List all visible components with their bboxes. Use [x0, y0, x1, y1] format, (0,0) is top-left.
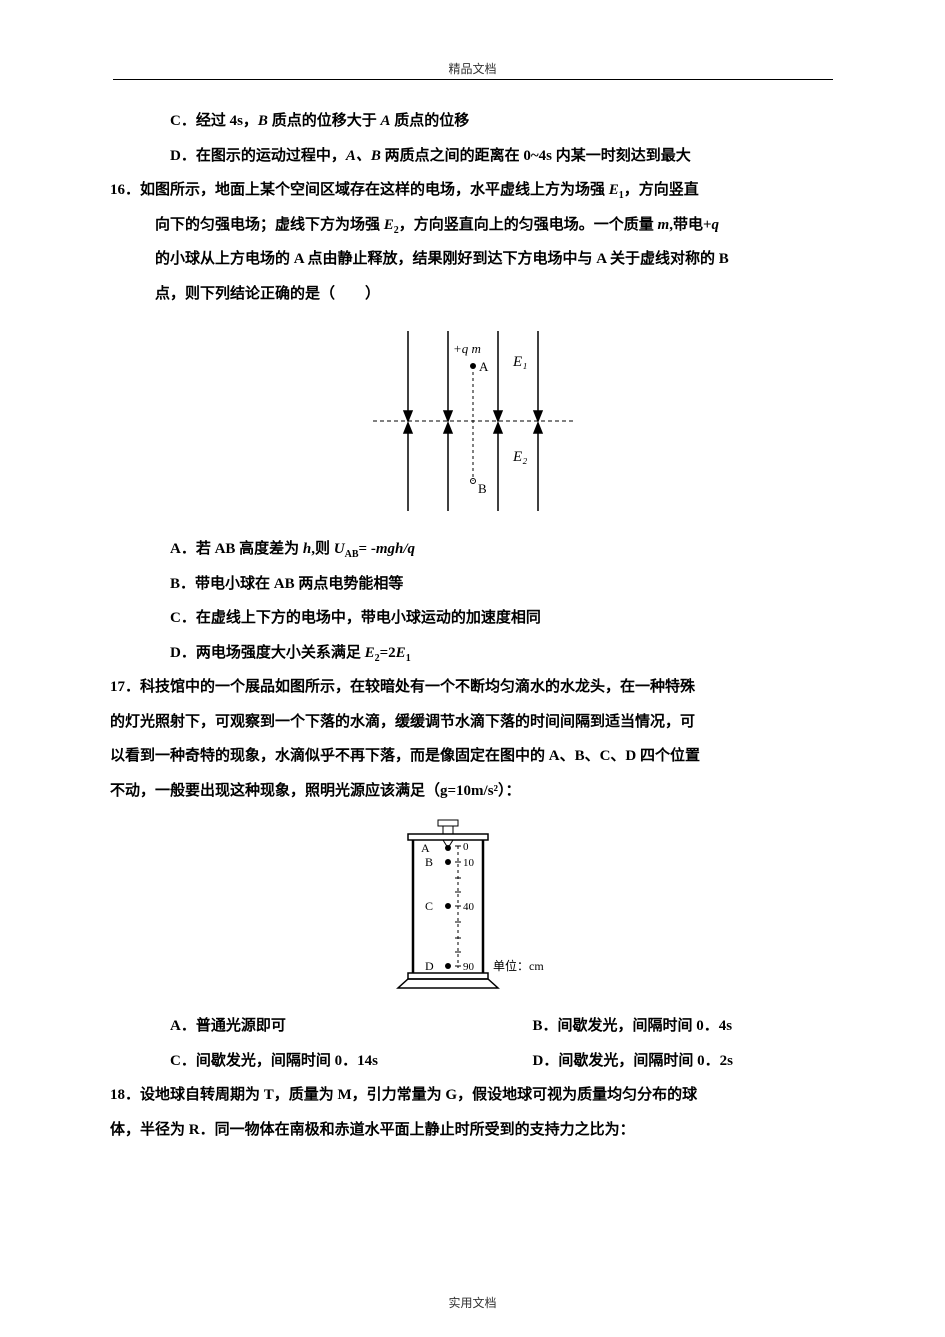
fig-label-e1: E₁ — [512, 354, 527, 370]
q16-line4: 点，则下列结论正确的是（ ） — [110, 277, 835, 312]
header: 精品文档 — [113, 60, 833, 80]
q17-line2: 的灯光照射下，可观察到一个下落的水滴，缓缓调节水滴下落的时间间隔到适当情况，可 — [110, 705, 835, 740]
mgh: mgh/q — [376, 541, 415, 557]
q17-option-d: D．间歇发光，间隔时间 0．2s — [533, 1044, 896, 1079]
q17-option-b: B．间歇发光，间隔时间 0．4s — [533, 1009, 896, 1044]
q17-option-c: C．间歇发光，间隔时间 0．14s — [110, 1044, 533, 1079]
q16-line2: 向下的匀强电场；虚线下方为场强 E2，方向竖直向上的匀强电场。一个质量 m,带电… — [110, 208, 835, 243]
m: m — [658, 217, 670, 233]
footer: 实用文档 — [0, 1294, 945, 1311]
tick-90: 90 — [463, 961, 475, 973]
q17-svg: 0 10 40 90 A B C D 单位：cm — [363, 818, 583, 998]
text: ，方向竖直 — [624, 182, 699, 198]
q: q — [712, 217, 720, 233]
e2b: E — [365, 645, 375, 661]
label-b: B — [258, 113, 268, 129]
text: 如图所示，地面上某个空间区域存在这样的电场，水平虚线上方为场强 — [140, 182, 609, 198]
qnum: 17． — [110, 679, 140, 695]
q17-line4: 不动，一般要出现这种现象，照明光源应该满足（g=10m/s²）： — [110, 774, 835, 809]
e1b: E — [396, 645, 406, 661]
q16-figure: +q m A B E₁ E₂ — [110, 321, 835, 526]
text: ,则 — [311, 541, 334, 557]
e1bs: 1 — [406, 653, 411, 664]
q17-figure: 0 10 40 90 A B C D 单位：cm — [110, 818, 835, 1003]
qnum: 16． — [110, 182, 140, 198]
q16-option-b: B．带电小球在 AB 两点电势能相等 — [110, 567, 835, 602]
q15-option-c: C．经过 4s，B 质点的位移大于 A 质点的位移 — [110, 104, 835, 139]
fig-label-e2: E₂ — [512, 449, 527, 465]
e2: E — [384, 217, 394, 233]
text: C．经过 4s， — [170, 113, 258, 129]
fig-label-a: A — [479, 359, 489, 374]
letter-b: B — [425, 855, 433, 869]
q17-options-row2: C．间歇发光，间隔时间 0．14s D．间歇发光，间隔时间 0．2s — [110, 1044, 835, 1079]
q16-option-a: A．若 AB 高度差为 h,则 UAB= -mgh/q — [110, 532, 835, 567]
h: h — [303, 541, 311, 557]
q17-options-row1: A．普通光源即可 B．间歇发光，间隔时间 0．4s — [110, 1009, 835, 1044]
letter-c: C — [425, 899, 433, 913]
tick-0: 0 — [463, 841, 469, 853]
text: A．若 AB 高度差为 — [170, 541, 303, 557]
e1: E — [609, 182, 619, 198]
q16-svg: +q m A B E₁ E₂ — [368, 321, 578, 521]
text: 向下的匀强电场；虚线下方为场强 — [155, 217, 384, 233]
text: 设地球自转周期为 T，质量为 M，引力常量为 G，假设地球可视为质量均匀分布的球 — [140, 1087, 697, 1103]
q16-line3: 的小球从上方电场的 A 点由静止释放，结果刚好到达下方电场中与 A 关于虚线对称… — [110, 242, 835, 277]
tick-10: 10 — [463, 857, 475, 869]
text: D．在图示的运动过程中， — [170, 148, 346, 164]
u: U — [334, 541, 345, 557]
u-sub: AB — [345, 549, 359, 560]
qnum: 18． — [110, 1087, 140, 1103]
q16-line1: 16．如图所示，地面上某个空间区域存在这样的电场，水平虚线上方为场强 E1，方向… — [110, 173, 835, 208]
q18-line1: 18．设地球自转周期为 T，质量为 M，引力常量为 G，假设地球可视为质量均匀分… — [110, 1078, 835, 1113]
text: 质点的位移 — [390, 113, 469, 129]
q15-option-d: D．在图示的运动过程中，A、B 两质点之间的距离在 0~4s 内某一时刻达到最大 — [110, 139, 835, 174]
text: ，方向竖直向上的匀强电场。一个质量 — [399, 217, 658, 233]
letter-a: A — [421, 841, 430, 855]
text: =2 — [380, 645, 396, 661]
fig-label-b: B — [478, 481, 487, 496]
label-ab: A、B — [346, 148, 381, 164]
text: 两质点之间的距离在 0~4s 内某一时刻达到最大 — [381, 148, 691, 164]
fig-label-q: +q m — [453, 341, 481, 356]
q17-line3: 以看到一种奇特的现象，水滴似乎不再下落，而是像固定在图中的 A、B、C、D 四个… — [110, 739, 835, 774]
text: 科技馆中的一个展品如图所示，在较暗处有一个不断均匀滴水的水龙头，在一种特殊 — [140, 679, 695, 695]
unit-label: 单位：cm — [493, 958, 544, 973]
tick-40: 40 — [463, 901, 475, 913]
letter-d: D — [425, 959, 434, 973]
text: D．两电场强度大小关系满足 — [170, 645, 365, 661]
page: 精品文档 C．经过 4s，B 质点的位移大于 A 质点的位移 D．在图示的运动过… — [0, 0, 945, 1337]
q18-line2: 体，半径为 R．同一物体在南极和赤道水平面上静止时所受到的支持力之比为： — [110, 1113, 835, 1148]
label-a: A — [380, 113, 390, 129]
q16-option-d: D．两电场强度大小关系满足 E2=2E1 — [110, 636, 835, 671]
text: 质点的位移大于 — [268, 113, 381, 129]
q16-option-c: C．在虚线上下方的电场中，带电小球运动的加速度相同 — [110, 601, 835, 636]
q17-option-a: A．普通光源即可 — [110, 1009, 533, 1044]
text: ,带电+ — [669, 217, 711, 233]
text: = - — [359, 541, 376, 557]
q17-line1: 17．科技馆中的一个展品如图所示，在较暗处有一个不断均匀滴水的水龙头，在一种特殊 — [110, 670, 835, 705]
